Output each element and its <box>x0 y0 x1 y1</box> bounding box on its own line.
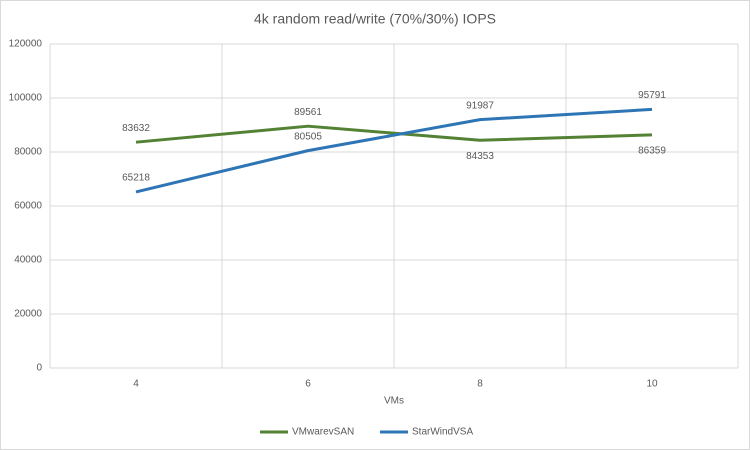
y-tick-label: 0 <box>36 363 42 374</box>
chart-title: 4k random read/write (70%/30%) IOPS <box>254 11 496 27</box>
data-label: 95791 <box>638 90 666 101</box>
y-tick-label: 80000 <box>14 147 42 158</box>
data-label: 80505 <box>294 131 322 142</box>
x-tick-label: 6 <box>305 379 311 390</box>
y-tick-label: 20000 <box>14 309 42 320</box>
y-tick-label: 40000 <box>14 255 42 266</box>
x-tick-label: 8 <box>477 379 483 390</box>
data-label: 65218 <box>122 173 150 184</box>
data-label: 91987 <box>466 100 494 111</box>
y-tick-label: 120000 <box>9 39 43 50</box>
data-label: 86359 <box>638 145 666 156</box>
legend-label: VMwarevSAN <box>292 427 354 438</box>
data-label: 89561 <box>294 107 322 118</box>
x-axis-label: VMs <box>384 396 404 407</box>
y-tick-label: 100000 <box>9 93 43 104</box>
x-tick-label: 10 <box>646 379 658 390</box>
legend-label: StarWindVSA <box>412 427 473 438</box>
data-label: 83632 <box>122 123 150 134</box>
data-label: 84353 <box>466 151 494 162</box>
series-line <box>135 107 653 194</box>
x-tick-label: 4 <box>133 379 139 390</box>
y-tick-label: 60000 <box>14 201 42 212</box>
series-line <box>135 124 653 144</box>
